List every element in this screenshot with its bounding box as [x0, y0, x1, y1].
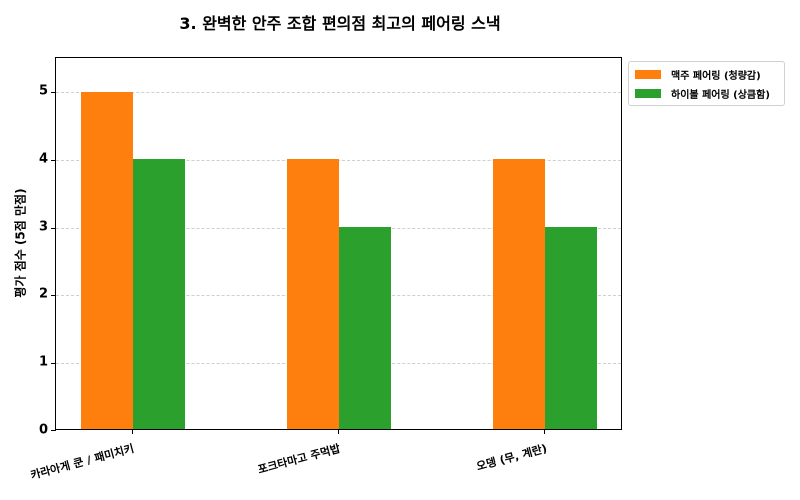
bar-beer-oden [493, 159, 545, 429]
gridline-5 [56, 92, 621, 93]
x-tick-label-2: 오뎅 (무, 계란) [474, 441, 548, 474]
bar-highball-karaage [133, 159, 185, 429]
legend-item-highball: 하이볼 페어링 (상큼함) [635, 86, 770, 101]
y-tick-label-2: 2 [38, 286, 48, 302]
y-axis-label: 평가 점수 (5점 만점) [13, 188, 28, 298]
x-tick-0 [132, 429, 133, 434]
bar-beer-onigiri [287, 159, 339, 429]
plot-area [51, 57, 622, 434]
y-tick-label-0: 0 [38, 422, 48, 438]
y-tick-5 [51, 92, 56, 93]
chart-title: 3. 완벽한 안주 조합 편의점 최고의 페어링 스낵 [179, 14, 501, 33]
bar-beer-karaage [81, 91, 133, 429]
y-tick-4 [51, 160, 56, 161]
y-tick-0 [51, 430, 56, 431]
x-tick-label-1: 포크타마고 주먹밥 [256, 441, 342, 477]
bar-highball-onigiri [339, 226, 391, 429]
x-tick-label-0: 카라아게 쿤 / 패미치키 [29, 441, 136, 483]
legend-swatch-green-icon [635, 88, 661, 98]
legend-label-beer: 맥주 페어링 (청량감) [671, 70, 761, 82]
x-tick-1 [338, 429, 339, 434]
legend-label-highball: 하이볼 페어링 (상큼함) [671, 89, 770, 101]
bar-highball-oden [545, 226, 597, 429]
x-tick-2 [544, 429, 545, 434]
y-tick-label-1: 1 [38, 354, 48, 370]
y-tick-2 [51, 295, 56, 296]
y-tick-1 [51, 363, 56, 364]
y-tick-3 [51, 228, 56, 229]
y-tick-label-5: 5 [38, 83, 48, 99]
legend-item-beer: 맥주 페어링 (청량감) [635, 67, 761, 82]
y-tick-label-4: 4 [38, 151, 48, 167]
legend: 맥주 페어링 (청량감) 하이볼 페어링 (상큼함) [628, 61, 785, 106]
legend-swatch-orange-icon [635, 69, 661, 79]
y-tick-label-3: 3 [38, 219, 48, 235]
